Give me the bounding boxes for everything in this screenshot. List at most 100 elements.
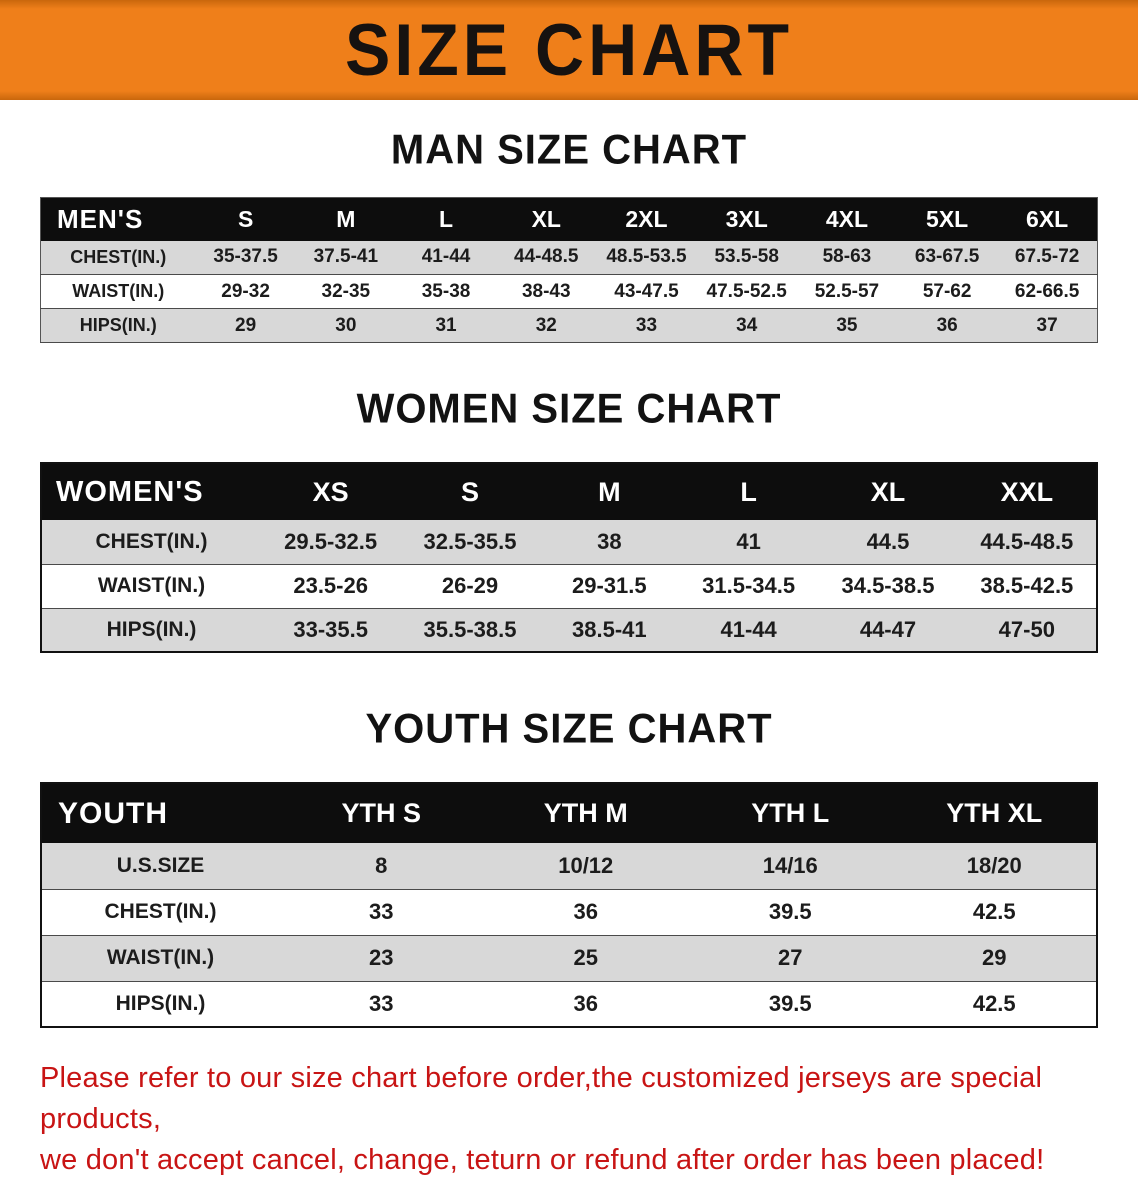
youth-size-table: YOUTH YTH S YTH M YTH L YTH XL U.S.SIZE 8 10/12… [40,782,1098,1028]
table-header-row: WOMEN'S XS S M L XL XXL [41,463,1097,520]
size-column-header: 4XL [796,197,898,241]
row-label: CHEST(IN.) [41,520,261,565]
man-size-chart-section: MAN SIZE CHART MEN'S S M L XL 2XL 3XL 4XL 5XL 6XL… [0,126,1138,343]
table-row: U.S.SIZE 8 10/12 14/16 18/20 [41,843,1097,890]
size-column-header: M [295,197,396,241]
size-value: 33 [279,981,484,1028]
size-value: 35-37.5 [195,240,296,275]
row-label: HIPS(IN.) [41,981,279,1028]
size-column-header: YTH S [279,783,484,843]
table-row: WAIST(IN.) 23 25 27 29 [41,935,1097,982]
size-column-header: L [678,463,819,520]
size-column-header: 2XL [596,197,697,241]
size-value: 18/20 [892,843,1097,890]
size-column-header: S [195,197,296,241]
size-value: 35.5-38.5 [400,608,540,653]
size-value: 23 [279,935,484,982]
size-value: 41-44 [678,608,819,653]
size-value: 39.5 [688,889,893,936]
size-value: 33-35.5 [261,608,401,653]
size-value: 10/12 [483,843,688,890]
youth-size-chart-heading: YOUTH SIZE CHART [365,705,773,753]
size-value: 29-31.5 [539,564,679,609]
size-value: 52.5-57 [796,274,898,309]
row-label: U.S.SIZE [41,843,279,890]
size-value: 32 [496,308,597,343]
table-header-row: YOUTH YTH S YTH M YTH L YTH XL [41,783,1097,843]
women-size-table: WOMEN'S XS S M L XL XXL CHEST(IN.) 29.5-32.5 32.5… [40,462,1098,653]
size-value: 36 [483,889,688,936]
size-value: 29-32 [195,274,296,309]
order-policy-line-1: Please refer to our size chart before or… [40,1062,1043,1136]
banner-title: SIZE CHART [345,8,793,92]
table-row: HIPS(IN.) 33-35.5 35.5-38.5 38.5-41 41-44 44-… [41,608,1097,653]
size-value: 31 [395,308,497,343]
size-value: 36 [897,308,998,343]
size-value: 44.5-48.5 [957,520,1097,565]
size-value: 25 [483,935,688,982]
size-column-header: XXL [957,463,1097,520]
size-value: 53.5-58 [696,240,797,275]
row-label: WAIST(IN.) [41,935,279,982]
row-label: HIPS(IN.) [40,308,196,343]
table-row: WAIST(IN.) 29-32 32-35 35-38 38-43 43-47.5 47.… [40,274,1098,309]
size-value: 42.5 [892,981,1097,1028]
order-policy-note: Please refer to our size chart before or… [0,1058,1138,1198]
size-value: 23.5-26 [261,564,401,609]
size-column-header: 3XL [696,197,797,241]
size-value: 62-66.5 [997,274,1098,309]
size-value: 34.5-38.5 [818,564,958,609]
size-value: 33 [596,308,697,343]
table-header-row: MEN'S S M L XL 2XL 3XL 4XL 5XL 6XL [40,197,1098,241]
size-value: 30 [295,308,396,343]
size-value: 41-44 [395,240,497,275]
table-title-cell: YOUTH [41,783,279,843]
size-column-header: YTH M [483,783,688,843]
size-value: 38.5-41 [539,608,679,653]
size-value: 29.5-32.5 [261,520,401,565]
size-value: 58-63 [796,240,898,275]
table-row: CHEST(IN.) 29.5-32.5 32.5-35.5 38 41 44.5 44.5… [41,520,1097,565]
women-size-chart-section: WOMEN SIZE CHART WOMEN'S XS S M L XL XXL CHEST(… [0,385,1138,653]
size-value: 34 [696,308,797,343]
size-value: 38.5-42.5 [957,564,1097,609]
size-value: 33 [279,889,484,936]
size-column-header: 6XL [997,197,1098,241]
size-value: 38 [539,520,679,565]
size-value: 36 [483,981,688,1028]
size-column-header: XL [818,463,958,520]
women-size-chart-heading: WOMEN SIZE CHART [356,385,782,433]
size-value: 47-50 [957,608,1097,653]
size-value: 41 [678,520,819,565]
size-value: 29 [892,935,1097,982]
man-size-chart-heading: MAN SIZE CHART [390,126,748,174]
size-value: 63-67.5 [897,240,998,275]
table-row: HIPS(IN.) 33 36 39.5 42.5 [41,981,1097,1028]
size-value: 44-47 [818,608,958,653]
size-value: 44.5 [818,520,958,565]
size-value: 67.5-72 [997,240,1098,275]
size-value: 39.5 [688,981,893,1028]
size-column-header: XL [496,197,597,241]
size-column-header: M [539,463,679,520]
size-column-header: 5XL [897,197,998,241]
row-label: WAIST(IN.) [41,564,261,609]
size-value: 29 [195,308,296,343]
size-value: 38-43 [496,274,597,309]
size-value: 47.5-52.5 [696,274,797,309]
size-value: 31.5-34.5 [678,564,819,609]
size-chart-banner: SIZE CHART [0,0,1138,100]
size-value: 42.5 [892,889,1097,936]
size-value: 44-48.5 [496,240,597,275]
size-value: 35 [796,308,898,343]
size-value: 8 [279,843,484,890]
size-column-header: YTH L [688,783,893,843]
table-title-cell: WOMEN'S [41,463,261,520]
order-policy-line-2: we don't accept cancel, change, teturn o… [40,1144,1045,1177]
size-value: 32.5-35.5 [400,520,540,565]
size-value: 37 [997,308,1098,343]
size-value: 35-38 [395,274,497,309]
size-column-header: L [395,197,497,241]
size-value: 57-62 [897,274,998,309]
